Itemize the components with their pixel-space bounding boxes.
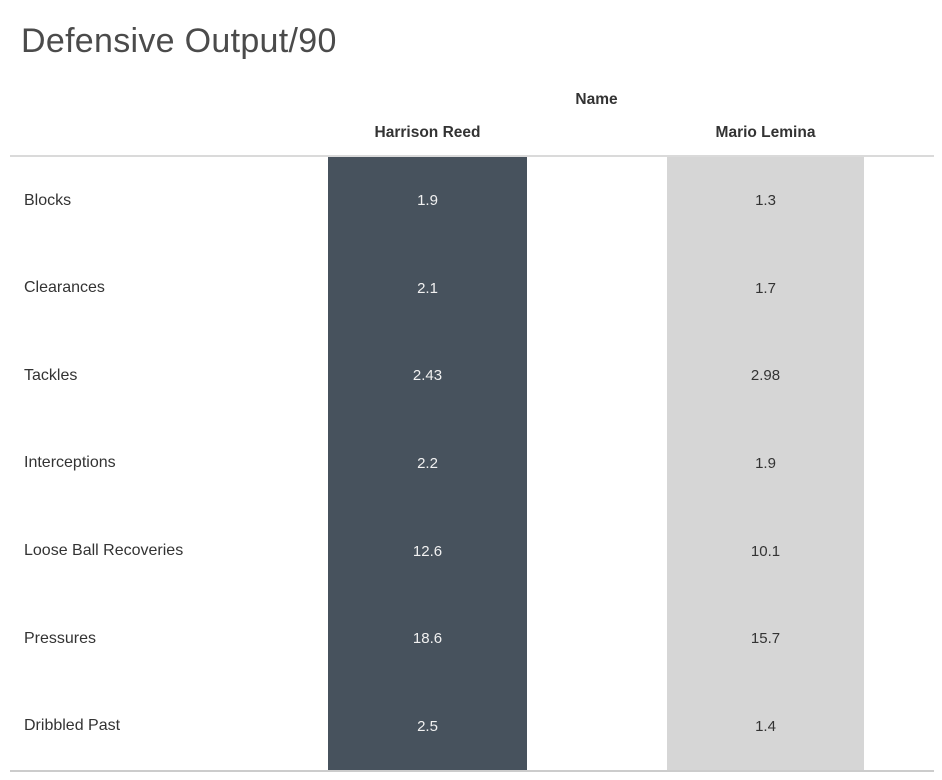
header-divider-line: [10, 155, 934, 157]
harrison-reed-column-bar[interactable]: [328, 157, 527, 770]
mario-lemina-value[interactable]: 15.7: [750, 630, 781, 648]
column-field-label: Name: [575, 91, 618, 108]
table-row: Loose Ball Recoveries 12.6 10.1: [0, 507, 942, 595]
harrison-reed-value[interactable]: 12.6: [412, 542, 443, 560]
column-header-harrison-reed[interactable]: Harrison Reed: [374, 124, 481, 141]
table-row: Blocks 1.9 1.3: [0, 157, 942, 245]
mario-lemina-value[interactable]: 1.9: [755, 454, 776, 472]
column-header-mario-lemina[interactable]: Mario Lemina: [715, 124, 816, 141]
table-row: Interceptions 2.2 1.9: [0, 420, 942, 508]
mario-lemina-value[interactable]: 1.4: [755, 717, 776, 735]
table-row: Clearances 2.1 1.7: [0, 245, 942, 333]
row-label[interactable]: Loose Ball Recoveries: [24, 542, 184, 560]
harrison-reed-value[interactable]: 2.5: [417, 717, 438, 735]
row-label[interactable]: Dribbled Past: [24, 717, 121, 735]
mario-lemina-value[interactable]: 10.1: [750, 542, 781, 560]
row-label[interactable]: Clearances: [24, 279, 105, 297]
mario-lemina-value[interactable]: 2.98: [750, 367, 781, 385]
row-label[interactable]: Pressures: [24, 629, 97, 647]
row-label[interactable]: Tackles: [24, 366, 78, 384]
table-row: Dribbled Past 2.5 1.4: [0, 682, 942, 770]
harrison-reed-value[interactable]: 2.43: [412, 367, 443, 385]
table-row: Tackles 2.43 2.98: [0, 332, 942, 420]
mario-lemina-value[interactable]: 1.3: [755, 192, 776, 210]
mario-lemina-value[interactable]: 1.7: [755, 279, 776, 297]
harrison-reed-value[interactable]: 2.2: [417, 454, 438, 472]
harrison-reed-value[interactable]: 18.6: [412, 630, 443, 648]
harrison-reed-value[interactable]: 2.1: [417, 279, 438, 297]
bottom-border-line: [10, 770, 934, 772]
table-row: Pressures 18.6 15.7: [0, 595, 942, 683]
harrison-reed-value[interactable]: 1.9: [417, 192, 438, 210]
row-label[interactable]: Interceptions: [24, 454, 116, 472]
row-label[interactable]: Blocks: [24, 191, 72, 209]
chart-title: Defensive Output/90: [21, 22, 337, 60]
mario-lemina-column-bar[interactable]: [667, 157, 864, 770]
